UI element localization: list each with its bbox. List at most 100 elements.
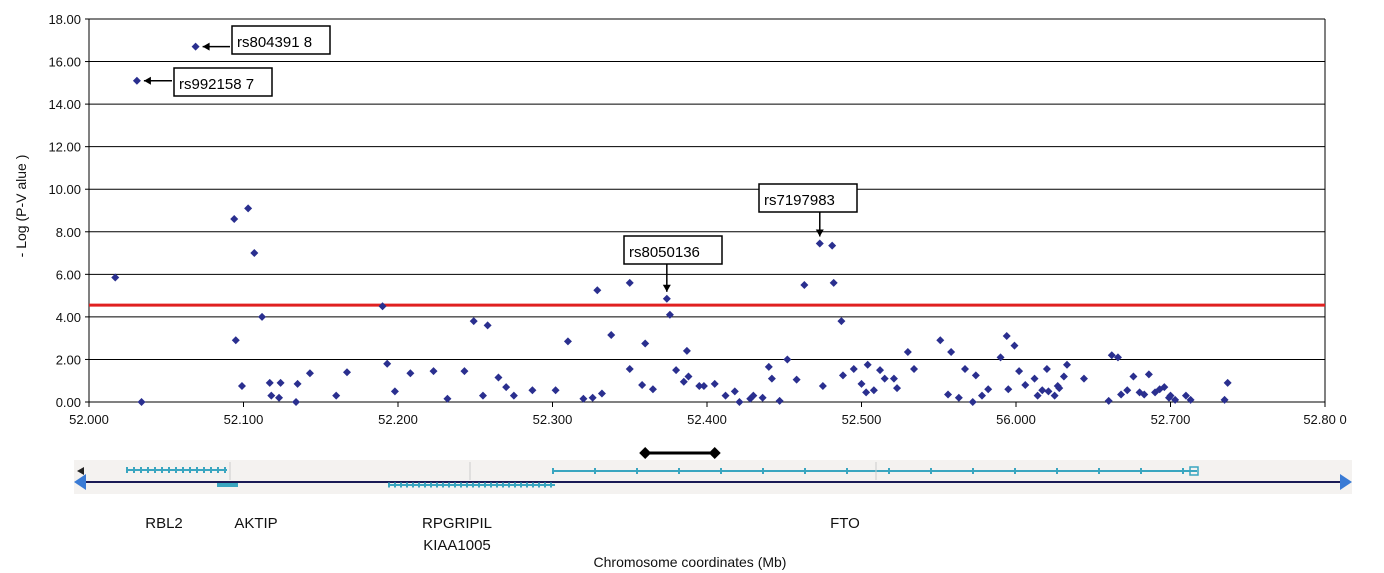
data-point	[815, 239, 824, 248]
gene-label-rbl2: RBL2	[145, 515, 183, 532]
data-point	[695, 382, 704, 391]
data-point	[764, 362, 773, 371]
data-point	[1044, 387, 1053, 396]
data-point	[684, 372, 693, 381]
data-point	[1166, 391, 1175, 400]
data-point	[1171, 395, 1180, 404]
gene-label-aktip: AKTIP	[234, 515, 277, 532]
data-point	[682, 346, 691, 355]
data-point	[730, 387, 739, 396]
data-point	[258, 312, 267, 321]
data-point	[625, 365, 634, 374]
arrow-icon	[662, 284, 671, 292]
data-point	[111, 273, 120, 282]
data-point	[828, 241, 837, 250]
data-point	[231, 336, 240, 345]
data-point	[1181, 391, 1190, 400]
data-point	[679, 377, 688, 386]
data-point	[483, 321, 492, 330]
data-point	[305, 369, 314, 378]
data-point	[800, 280, 809, 289]
arrow-icon	[202, 42, 210, 51]
data-point	[276, 378, 285, 387]
data-point	[662, 294, 671, 303]
data-point	[880, 374, 889, 383]
data-point	[996, 353, 1005, 362]
gene-track	[74, 460, 1352, 494]
annotations: rs804391 8 rs992158 7 rs7197983 rs8050136	[143, 25, 858, 292]
annotation-label: rs804391 8	[237, 34, 312, 51]
data-point	[563, 337, 572, 346]
x-tick-label: 52.400	[687, 412, 727, 427]
data-point	[579, 394, 588, 403]
data-point	[383, 359, 392, 368]
data-point	[1010, 341, 1019, 350]
data-point	[978, 391, 987, 400]
data-point	[275, 393, 284, 402]
data-point	[641, 339, 650, 348]
x-tick-label: 52.700	[1151, 412, 1191, 427]
data-point	[478, 391, 487, 400]
data-point	[1021, 380, 1030, 389]
y-tick-label: 4.00	[56, 310, 81, 325]
data-point	[699, 382, 708, 391]
data-point	[1079, 374, 1088, 383]
data-point	[710, 379, 719, 388]
data-point	[1223, 378, 1232, 387]
y-axis: 0.00 2.00 4.00 6.00 8.00 10.00 12.00 14.00 16.00…	[48, 12, 90, 410]
gene-label-rpgripil: RPGRIPIL	[422, 515, 492, 532]
y-tick-label: 16.00	[48, 55, 81, 70]
data-point	[460, 367, 469, 376]
data-point	[818, 382, 827, 391]
data-point	[638, 380, 647, 389]
data-point	[665, 310, 674, 319]
data-point	[862, 388, 871, 397]
data-point	[893, 384, 902, 393]
data-point	[429, 367, 438, 376]
grid	[89, 18, 1326, 403]
data-point	[1140, 390, 1149, 399]
annotation-label: rs992158 7	[179, 76, 254, 93]
data-point	[343, 368, 352, 377]
data-point	[265, 378, 274, 387]
data-point	[443, 394, 452, 403]
data-point	[758, 393, 767, 402]
data-point	[237, 382, 246, 391]
data-point	[494, 373, 503, 382]
data-point	[551, 386, 560, 395]
data-point	[1030, 374, 1039, 383]
data-point	[936, 336, 945, 345]
x-tick-label: 52.000	[69, 412, 109, 427]
region-marker	[639, 447, 721, 459]
data-point	[849, 365, 858, 374]
arrow-left-icon	[74, 474, 86, 490]
x-tick-label: 52.500	[842, 412, 882, 427]
data-point	[749, 391, 758, 400]
data-point	[829, 278, 838, 287]
arrow-icon	[815, 229, 824, 237]
data-point	[1004, 385, 1013, 394]
data-point	[1220, 395, 1229, 404]
data-point	[1107, 351, 1116, 360]
data-point	[735, 398, 744, 406]
y-tick-label: 8.00	[56, 225, 81, 240]
data-point	[1129, 372, 1138, 381]
data-point	[857, 379, 866, 388]
data-point	[1042, 365, 1051, 374]
data-point	[648, 385, 657, 394]
data-point	[625, 278, 634, 287]
data-point	[607, 330, 616, 339]
data-point	[1015, 367, 1024, 376]
data-point	[961, 365, 970, 374]
data-point	[469, 317, 478, 326]
y-tick-label: 18.00	[48, 12, 81, 27]
data-point	[910, 365, 919, 374]
data-point	[837, 317, 846, 326]
data-point	[944, 390, 953, 399]
data-point	[984, 385, 993, 394]
data-point	[1050, 391, 1059, 400]
data-point	[191, 42, 200, 51]
data-point	[244, 204, 253, 213]
data-point	[783, 355, 792, 364]
